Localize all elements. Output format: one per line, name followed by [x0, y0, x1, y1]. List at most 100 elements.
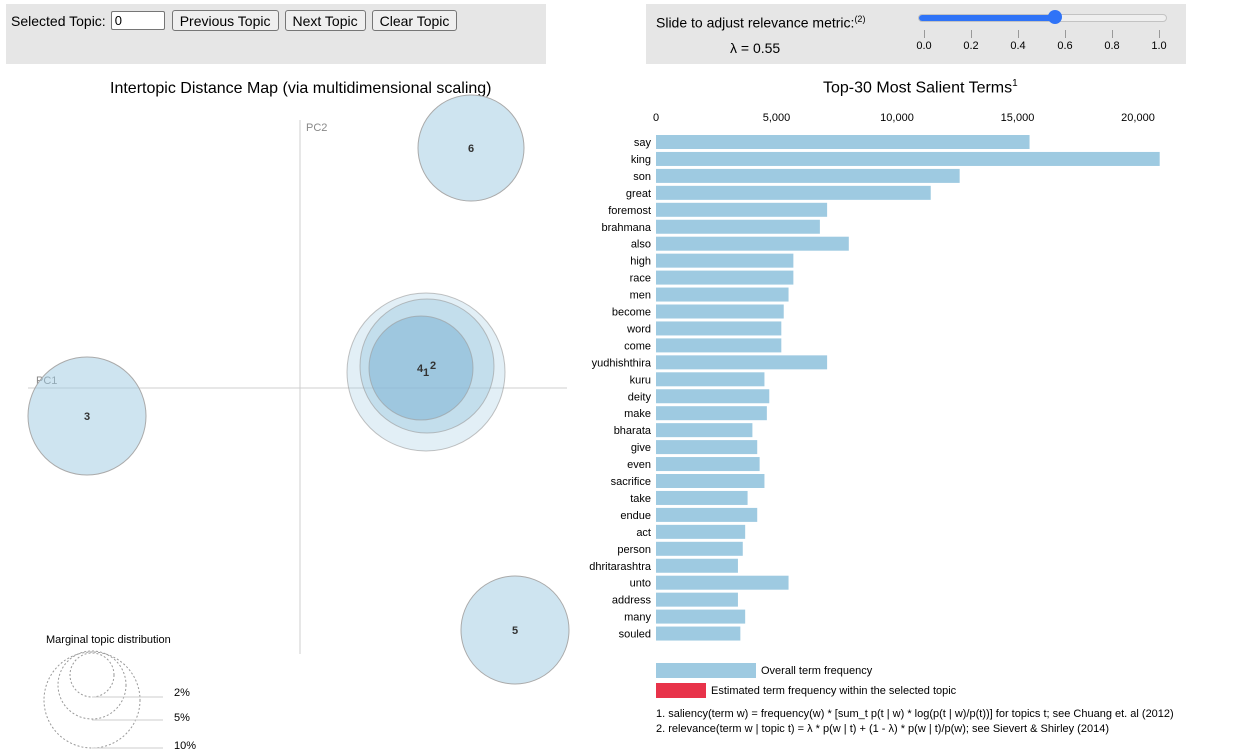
term-bar-sacrifice: [656, 474, 765, 488]
topic-3-label: 3: [84, 411, 90, 423]
footnote-saliency: 1. saliency(term w) = frequency(w) * [su…: [656, 708, 1174, 720]
term-label-great: great: [626, 188, 651, 200]
marginal-10pct-label: 10%: [174, 740, 196, 752]
topic-4-label: 4: [417, 363, 424, 375]
next-topic-button[interactable]: Next Topic: [284, 10, 366, 31]
term-label-come: come: [624, 340, 651, 352]
term-label-kuru: kuru: [630, 374, 651, 386]
legend-selected-swatch: [656, 683, 706, 698]
lambda-tick-label: 0.4: [1010, 40, 1026, 52]
term-label-dhritarashtra: dhritarashtra: [589, 561, 652, 573]
term-label-many: many: [624, 612, 651, 624]
lambda-slider[interactable]: [918, 10, 1167, 24]
lambda-value: λ = 0.55: [730, 40, 781, 56]
term-label-become: become: [612, 307, 651, 319]
term-label-foremost: foremost: [608, 205, 651, 217]
marginal-5pct-label: 5%: [174, 712, 190, 724]
topic-6-circle[interactable]: [417, 94, 525, 202]
relevance-slider-title-text: Slide to adjust relevance metric:: [656, 14, 855, 31]
term-bar-race: [656, 270, 794, 285]
term-bar-address: [656, 592, 738, 607]
salient-terms-title-text: Top-30 Most Salient Terms: [823, 79, 1013, 97]
legend-overall-label: Overall term frequency: [761, 664, 873, 677]
term-bar-also: [656, 236, 849, 251]
term-label-souled: souled: [619, 629, 651, 641]
term-bar-give: [656, 440, 758, 455]
term-bar-say: [656, 135, 1030, 149]
relevance-slider-title: Slide to adjust relevance metric:(2): [656, 14, 865, 31]
lambda-tick-mark: [971, 30, 972, 38]
term-bar-high: [656, 253, 794, 268]
selected-topic-input[interactable]: [110, 11, 165, 30]
topic-6-label: 6: [468, 143, 474, 155]
term-bar-many: [656, 609, 746, 624]
term-bar-dhritarashtra: [656, 558, 738, 573]
topic-5-circle[interactable]: [460, 575, 570, 685]
term-label-unto: unto: [630, 578, 651, 590]
term-bar-souled: [656, 626, 741, 641]
lambda-tick-mark: [1112, 30, 1113, 38]
term-label-act: act: [636, 527, 651, 539]
salient-terms-chart: 0 5,000 10,000 15,000 20,000 say king son great f…: [589, 112, 1160, 641]
lambda-tick-label: 1.0: [1151, 40, 1167, 52]
topic-control-panel: Selected Topic: Previous Topic Next Topi…: [6, 4, 546, 64]
term-label-take: take: [630, 493, 651, 505]
term-label-give: give: [631, 442, 651, 454]
term-bar-unto: [656, 575, 789, 590]
term-bar-come: [656, 338, 782, 353]
footnotes: 1. saliency(term w) = frequency(w) * [su…: [656, 707, 1174, 736]
term-label-deity: deity: [628, 391, 652, 403]
relevance-slider-panel: Slide to adjust relevance metric:(2) λ =…: [646, 4, 1186, 64]
x-axis-tick-label: 20,000: [1121, 112, 1155, 124]
footnote-relevance: 2. relevance(term w | topic t) = λ * p(w…: [656, 722, 1109, 735]
term-label-race: race: [630, 273, 651, 285]
term-label-bharata: bharata: [614, 425, 652, 437]
term-label-high: high: [630, 256, 651, 268]
lambda-slider-thumb[interactable]: [1047, 10, 1062, 24]
clear-topic-button[interactable]: Clear Topic: [371, 10, 458, 31]
selected-topic-label: Selected Topic:: [11, 12, 106, 29]
term-bar-become: [656, 304, 784, 319]
lambda-tick-label: 0.2: [963, 40, 979, 52]
term-bar-bharata: [656, 423, 753, 438]
term-bar-great: [656, 185, 931, 200]
x-axis-tick-label: 10,000: [880, 112, 914, 124]
term-label-person: person: [617, 544, 651, 556]
term-label-make: make: [624, 408, 651, 420]
marginal-10pct-circle: [43, 651, 141, 749]
term-label-endue: endue: [620, 510, 651, 522]
lambda-tick-mark: [1018, 30, 1019, 38]
lambda-tick-mark: [924, 30, 925, 38]
marginal-legend-title: Marginal topic distribution: [46, 634, 171, 646]
term-bar-act: [656, 524, 746, 539]
term-bar-king: [656, 151, 1160, 166]
lambda-slider-fill: [919, 15, 1055, 21]
x-axis-tick-label: 5,000: [763, 112, 791, 124]
pc2-axis-label: PC2: [306, 122, 327, 134]
legend-selected: Estimated term frequency within the sele…: [656, 683, 956, 698]
legend-overall: Overall term frequency: [656, 663, 872, 678]
legend-overall-swatch: [656, 663, 756, 678]
lambda-tick-mark: [1065, 30, 1066, 38]
topic-3-circle[interactable]: [27, 356, 147, 476]
previous-topic-button[interactable]: Previous Topic: [171, 10, 279, 31]
term-label-say: say: [634, 137, 652, 149]
term-bar-even: [656, 457, 760, 472]
term-bar-make: [656, 406, 767, 421]
term-bar-word: [656, 321, 782, 336]
saliency-footnote-ref: 1: [1012, 78, 1018, 89]
term-bar-kuru: [656, 372, 765, 387]
term-bar-deity: [656, 389, 770, 404]
intertopic-map-title: Intertopic Distance Map (via multidimens…: [110, 80, 492, 97]
term-bar-person: [656, 541, 743, 556]
term-label-brahmana: brahmana: [601, 222, 651, 234]
term-label-even: even: [627, 459, 651, 471]
term-bar-yudhishthira: [656, 355, 828, 370]
term-label-also: also: [631, 239, 651, 251]
term-label-men: men: [630, 290, 651, 302]
topic-4-circle[interactable]: [368, 315, 474, 421]
term-label-sacrifice: sacrifice: [611, 476, 651, 488]
term-bar-take: [656, 490, 748, 505]
marginal-2pct-circle: [69, 652, 115, 698]
term-bar-brahmana: [656, 219, 820, 234]
